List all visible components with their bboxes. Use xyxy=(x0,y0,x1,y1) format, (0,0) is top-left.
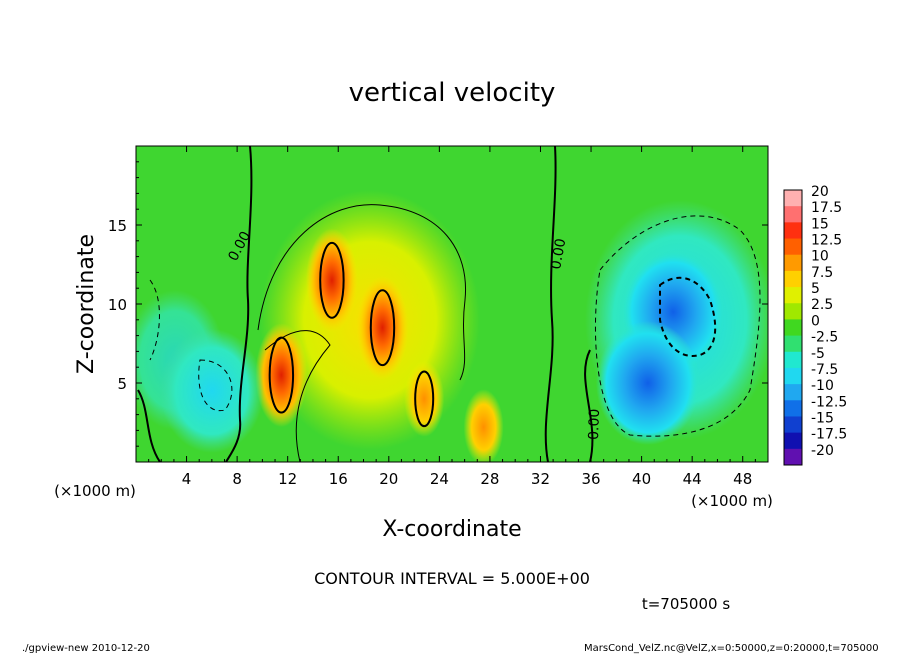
colorbar-label: -7.5 xyxy=(811,362,838,378)
x-tick-label: 4 xyxy=(182,470,192,488)
contour-thin-1 xyxy=(264,330,331,462)
colorbar-label: -5 xyxy=(811,346,825,362)
negative-contour-left-2 xyxy=(198,359,233,412)
colorbar-label: -20 xyxy=(811,443,834,459)
zero-contour-middle xyxy=(544,146,557,462)
x-tick-label: 12 xyxy=(278,470,297,488)
colorbar-swatch xyxy=(784,254,802,272)
colorbar-label: -12.5 xyxy=(811,394,847,410)
contour-updraft-outline xyxy=(257,204,467,381)
x-tick-label: 20 xyxy=(379,470,398,488)
colorbar-swatch xyxy=(784,416,802,434)
colorbar-swatch xyxy=(784,270,802,288)
velocity-core-6 xyxy=(595,321,700,445)
x-unit-label-right: (×1000 m) xyxy=(691,492,773,510)
velocity-core-7 xyxy=(159,328,264,453)
colorbar-swatch xyxy=(784,384,802,401)
contour-label-3: 0.00 xyxy=(586,408,603,440)
colorbar-label: -2.5 xyxy=(811,330,838,346)
footer-left: ./gpview-new 2010-12-20 xyxy=(22,643,150,654)
time-text: t=705000 s xyxy=(642,595,730,613)
colorbar-label: 5 xyxy=(811,281,820,297)
plot-area: 0.00 0.00 0.00 xyxy=(136,146,768,462)
colorbar: 2017.51512.5107.552.50-2.5-5-7.5-10-12.5… xyxy=(783,184,847,466)
colorbar-swatch xyxy=(784,335,802,353)
y-axis-label: Z-coordinate xyxy=(74,234,99,374)
colorbar-swatch xyxy=(784,400,802,417)
x-tick-label: 40 xyxy=(632,470,651,488)
x-tick-label: 28 xyxy=(480,470,499,488)
x-tick-label: 36 xyxy=(581,470,600,488)
negative-contour-inner xyxy=(659,276,717,357)
colorbar-label: 12.5 xyxy=(811,233,842,249)
zero-contour-right xyxy=(584,349,594,462)
colorbar-label: 20 xyxy=(811,184,829,200)
x-axis-label: X-coordinate xyxy=(382,517,521,542)
core-contour-3 xyxy=(414,370,435,428)
y-axis: 5 10 15 xyxy=(108,161,768,447)
contour-label-2: 0.00 xyxy=(548,237,569,270)
y-tick-label: 10 xyxy=(108,296,127,314)
colorbar-label: 15 xyxy=(811,216,829,232)
contour-interval-text: CONTOUR INTERVAL = 5.000E+00 xyxy=(314,569,590,588)
x-tick-label: 48 xyxy=(733,470,752,488)
colorbar-swatch xyxy=(784,432,802,450)
colorbar-label: 7.5 xyxy=(811,265,833,281)
colorbar-swatch xyxy=(784,319,802,337)
colorbar-swatch xyxy=(784,190,802,207)
zero-contour-edge xyxy=(137,389,161,462)
core-contour-1 xyxy=(319,241,345,319)
zero-contour-left xyxy=(225,146,253,462)
velocity-core-1 xyxy=(305,228,358,333)
colorbar-label: -17.5 xyxy=(811,427,847,443)
colorbar-swatch xyxy=(784,448,802,466)
y-tick-label: 5 xyxy=(117,375,127,393)
x-tick-label: 44 xyxy=(683,470,702,488)
colorbar-label: 0 xyxy=(811,313,820,329)
x-axis: 4 8 12 16 20 24 28 32 36 40 44 48 xyxy=(148,146,756,488)
velocity-core-4 xyxy=(463,389,504,462)
chart-title: vertical velocity xyxy=(349,78,556,108)
colorbar-frame xyxy=(783,189,803,466)
colorbar-label: 17.5 xyxy=(811,200,842,216)
colorbar-label: 10 xyxy=(811,249,829,265)
y-tick-label: 15 xyxy=(108,217,127,235)
velocity-core-3 xyxy=(404,360,445,437)
negative-contour-left xyxy=(149,279,160,361)
colorbar-swatch xyxy=(784,351,802,369)
negative-contour-outer xyxy=(594,215,761,437)
x-unit-label-left: (×1000 m) xyxy=(54,482,136,500)
velocity-core-2 xyxy=(356,275,409,380)
colorbar-label: -10 xyxy=(811,378,834,394)
colorbar-swatch xyxy=(784,222,802,240)
colorbar-label: -15 xyxy=(811,410,834,426)
x-tick-label: 24 xyxy=(430,470,449,488)
field-features xyxy=(159,228,726,462)
colorbar-swatch xyxy=(784,206,802,223)
colorbar-label: 2.5 xyxy=(811,297,833,313)
velocity-core-0 xyxy=(255,323,308,428)
core-contour-2 xyxy=(369,289,396,367)
x-tick-label: 16 xyxy=(329,470,348,488)
colorbar-swatch xyxy=(784,367,802,385)
x-tick-label: 32 xyxy=(531,470,550,488)
x-tick-label: 8 xyxy=(232,470,242,488)
colorbar-swatch xyxy=(784,303,802,320)
colorbar-swatch xyxy=(784,238,802,256)
colorbar-swatch xyxy=(784,287,802,304)
footer-right: MarsCond_VelZ.nc@VelZ,x=0:50000,z=0:2000… xyxy=(584,643,879,654)
